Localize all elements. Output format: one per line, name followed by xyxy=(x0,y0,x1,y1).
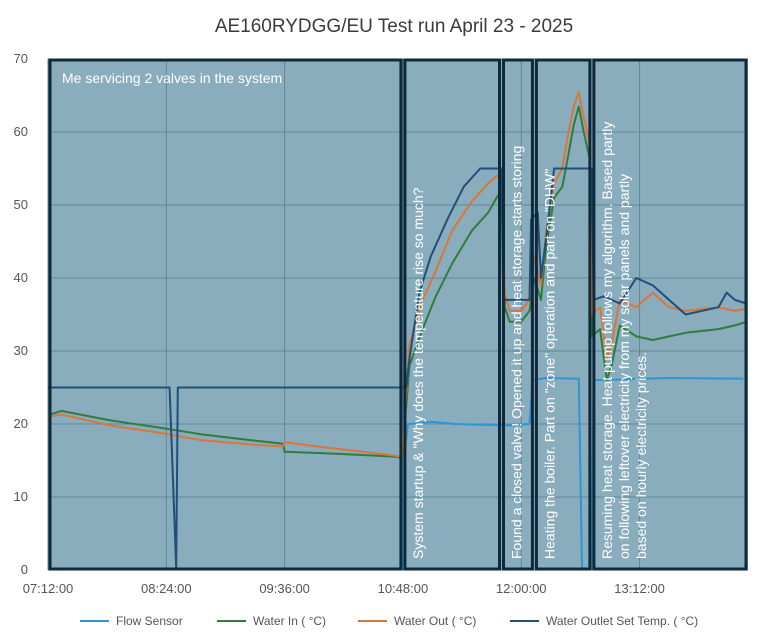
y-axis-ticks: 0 10 20 30 40 50 60 70 xyxy=(14,51,28,577)
annotation-box xyxy=(502,58,534,571)
x-tick-label: 08:24:00 xyxy=(141,581,192,596)
y-tick-label: 30 xyxy=(14,343,28,358)
x-axis-ticks: 07:12:00 08:24:00 09:36:00 10:48:00 12:00:00… xyxy=(23,581,665,596)
legend-label: Flow Sensor xyxy=(116,614,183,628)
annotation-text: Me servicing 2 valves in the system xyxy=(62,70,282,86)
y-tick-label: 10 xyxy=(14,489,28,504)
legend-label: Water Out ( °C) xyxy=(394,614,476,628)
x-tick-label: 09:36:00 xyxy=(259,581,310,596)
annotation-text: Heating the boiler. Part on "zone" opera… xyxy=(541,169,557,559)
annotation-text: System startup & "Why does the temperatu… xyxy=(410,187,426,559)
y-tick-label: 0 xyxy=(21,562,28,577)
y-tick-label: 20 xyxy=(14,416,28,431)
series-line-water-in-c xyxy=(47,105,747,460)
annotation-box xyxy=(403,58,502,571)
y-tick-label: 40 xyxy=(14,270,28,285)
y-tick-label: 50 xyxy=(14,197,28,212)
legend-label: Water Outlet Set Temp. ( °C) xyxy=(546,614,698,628)
legend: Flow Sensor Water In ( °C) Water Out ( °C)… xyxy=(80,614,698,628)
annotation-box xyxy=(534,58,592,571)
y-tick-label: 60 xyxy=(14,124,28,139)
annotation-box xyxy=(592,58,748,571)
x-tick-label: 12:00:00 xyxy=(496,581,547,596)
annotation-text: Found a closed valve! Opened it up and h… xyxy=(509,146,525,559)
x-tick-label: 13:12:00 xyxy=(614,581,665,596)
annotation-boxes: Me servicing 2 valves in the system Syste… xyxy=(48,58,748,571)
x-tick-label: 10:48:00 xyxy=(378,581,429,596)
legend-label: Water In ( °C) xyxy=(253,614,326,628)
annotation-box xyxy=(48,58,403,571)
annotation-text: Resuming heat storage. Heat pump follows… xyxy=(599,122,649,559)
series-line-water-out-c xyxy=(47,90,747,460)
x-tick-label: 07:12:00 xyxy=(23,581,74,596)
plot-area xyxy=(48,59,748,570)
y-tick-label: 70 xyxy=(14,51,28,66)
chart-title: AE160RYDGG/EU Test run April 23 - 2025 xyxy=(215,16,573,37)
